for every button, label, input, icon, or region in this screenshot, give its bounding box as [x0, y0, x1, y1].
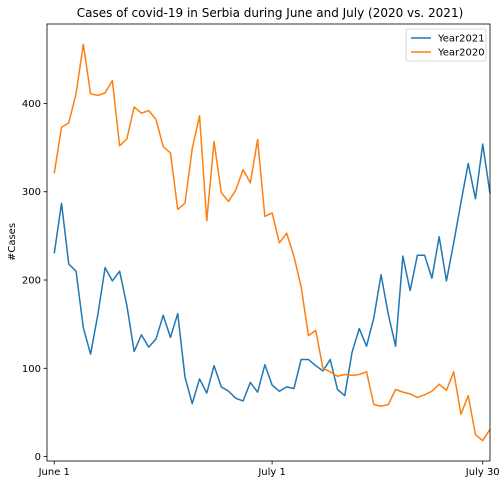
x-tick-label: July 30	[465, 467, 500, 478]
series-line-year2020	[53, 43, 491, 442]
series-line-year2021	[53, 143, 491, 405]
plot-area: 0 100 200 300 400 June 1 July 1 July 30	[22, 23, 500, 478]
y-tick-label: 400	[22, 99, 41, 110]
x-tick-label: July 1	[257, 467, 286, 478]
legend-label-year2020: Year2020	[437, 48, 485, 59]
y-tick-label: 100	[22, 364, 41, 375]
y-tick-label: 0	[35, 452, 41, 463]
legend-label-year2021: Year2021	[437, 34, 485, 45]
x-tick-label: June 1	[38, 467, 70, 478]
plot-frame	[46, 23, 491, 462]
y-axis-label: #Cases	[7, 223, 18, 261]
legend: Year2021 Year2020	[405, 28, 487, 62]
chart-title: Cases of covid-19 in Serbia during June …	[77, 6, 464, 20]
y-tick-label: 200	[22, 276, 41, 287]
legend-box	[405, 28, 487, 62]
y-tick-label: 300	[22, 187, 41, 198]
